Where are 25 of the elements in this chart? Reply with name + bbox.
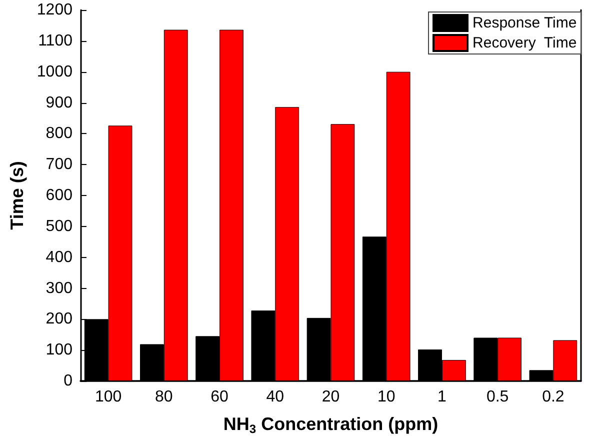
x-tick-label: 20 [322,388,340,406]
y-tick-label: 1200 [36,2,73,18]
y-tick-label: 900 [46,94,73,112]
y-tick-label: 1100 [38,32,73,50]
x-tick-label: 0.5 [486,388,509,406]
y-tick-label: 0 [64,372,73,390]
y-tick-label: 100 [46,342,73,359]
x-tick-label: 10 [377,388,396,406]
y-tick-label: 600 [46,187,73,204]
x-tick-label: 0.2 [542,388,564,406]
legend-label: Response Time [472,14,577,32]
legend-label: Recovery Time [472,34,577,52]
y-axis-title: Time (s) [7,161,27,230]
x-tick-label: 80 [155,388,173,406]
y-tick-label: 500 [46,218,73,235]
x-tick-label: 100 [94,388,122,406]
y-tick-label: 800 [46,125,73,142]
x-tick-label: 60 [210,388,229,406]
y-tick-label: 400 [46,248,73,266]
y-tick-label: 1000 [36,63,73,80]
y-tick-label: 200 [46,310,73,328]
y-tick-label: 700 [46,156,73,174]
x-tick-label: 40 [266,388,284,406]
x-tick-label: 1 [438,388,447,406]
y-tick-label: 300 [46,280,73,297]
